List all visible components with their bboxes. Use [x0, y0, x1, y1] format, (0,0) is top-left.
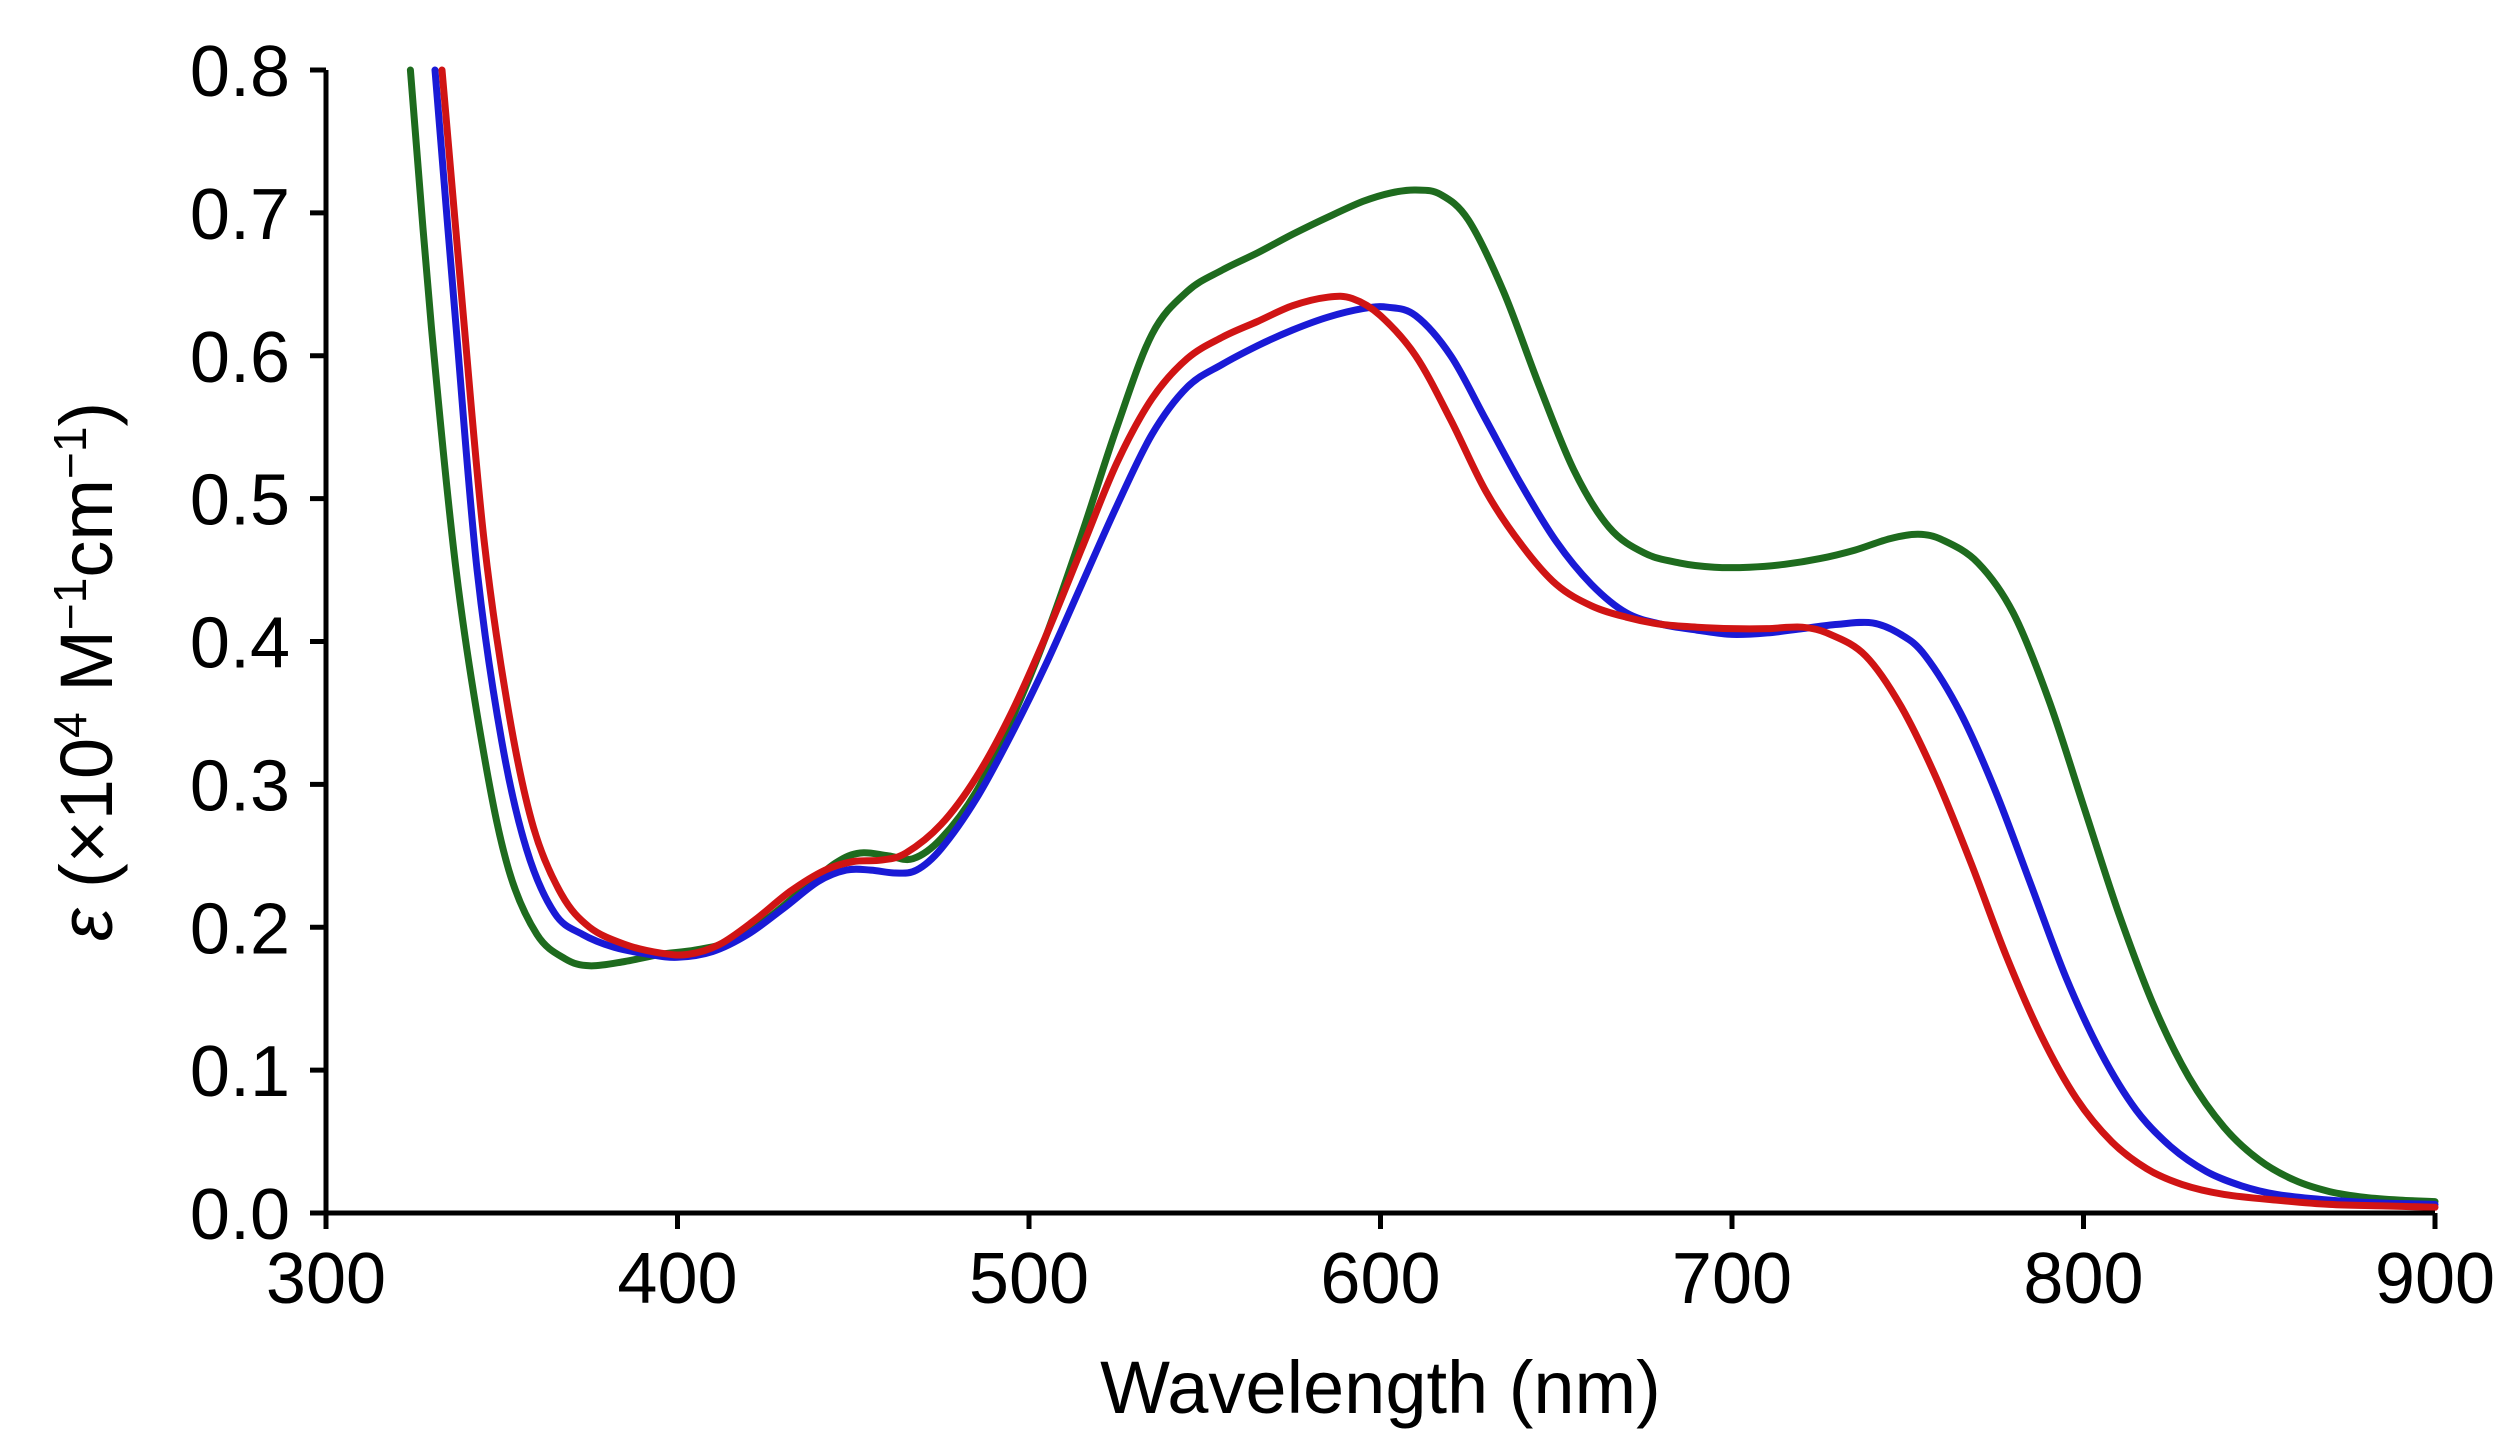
y-axis-unit1: M: [45, 630, 128, 712]
axes: [323, 70, 2435, 1216]
x-tick-label: 800: [2023, 1239, 2143, 1319]
tick-marks: [310, 67, 2438, 1229]
y-axis-prefix: (×10: [45, 738, 128, 909]
series-layer: [406, 66, 2439, 1211]
y-tick-label: 0.8: [190, 32, 290, 112]
x-tick-label: 700: [1672, 1239, 1792, 1319]
y-axis-suffix: ): [45, 402, 128, 427]
y-tick-label: 0.0: [190, 1175, 290, 1255]
y-axis-exp3: −1: [44, 427, 96, 479]
y-tick-label: 0.2: [190, 889, 290, 969]
y-axis-unit2: cm: [45, 479, 128, 578]
y-tick-label: 0.7: [190, 175, 290, 255]
x-tick-label: 500: [969, 1239, 1089, 1319]
y-tick-label: 0.5: [190, 461, 290, 541]
x-tick-label: 900: [2375, 1239, 2495, 1319]
y-axis-symbol: ε: [45, 907, 128, 941]
y-tick-label: 0.3: [190, 746, 290, 826]
y-tick-label: 0.6: [190, 318, 290, 398]
y-tick-label: 0.4: [190, 604, 290, 684]
series-line-red: [438, 66, 2439, 1211]
x-tick-label: 600: [1320, 1239, 1440, 1319]
y-tick-label: 0.1: [190, 1032, 290, 1112]
x-tick-label: 300: [266, 1239, 386, 1319]
series-line-green: [406, 66, 2439, 1206]
x-axis-title: Wavelength (nm): [1100, 1346, 1661, 1429]
x-tick-label: 400: [617, 1239, 737, 1319]
y-axis-exp1: 4: [44, 712, 96, 738]
y-axis-title: ε (×104 M−1cm−1): [44, 402, 128, 941]
y-axis-exp2: −1: [44, 578, 96, 630]
tick-labels: 300 400 500 600 700 800 900 0.0 0.1 0.2 0.3 0.4 0.5 0…: [190, 32, 2495, 1319]
series-line-blue: [431, 66, 2439, 1208]
